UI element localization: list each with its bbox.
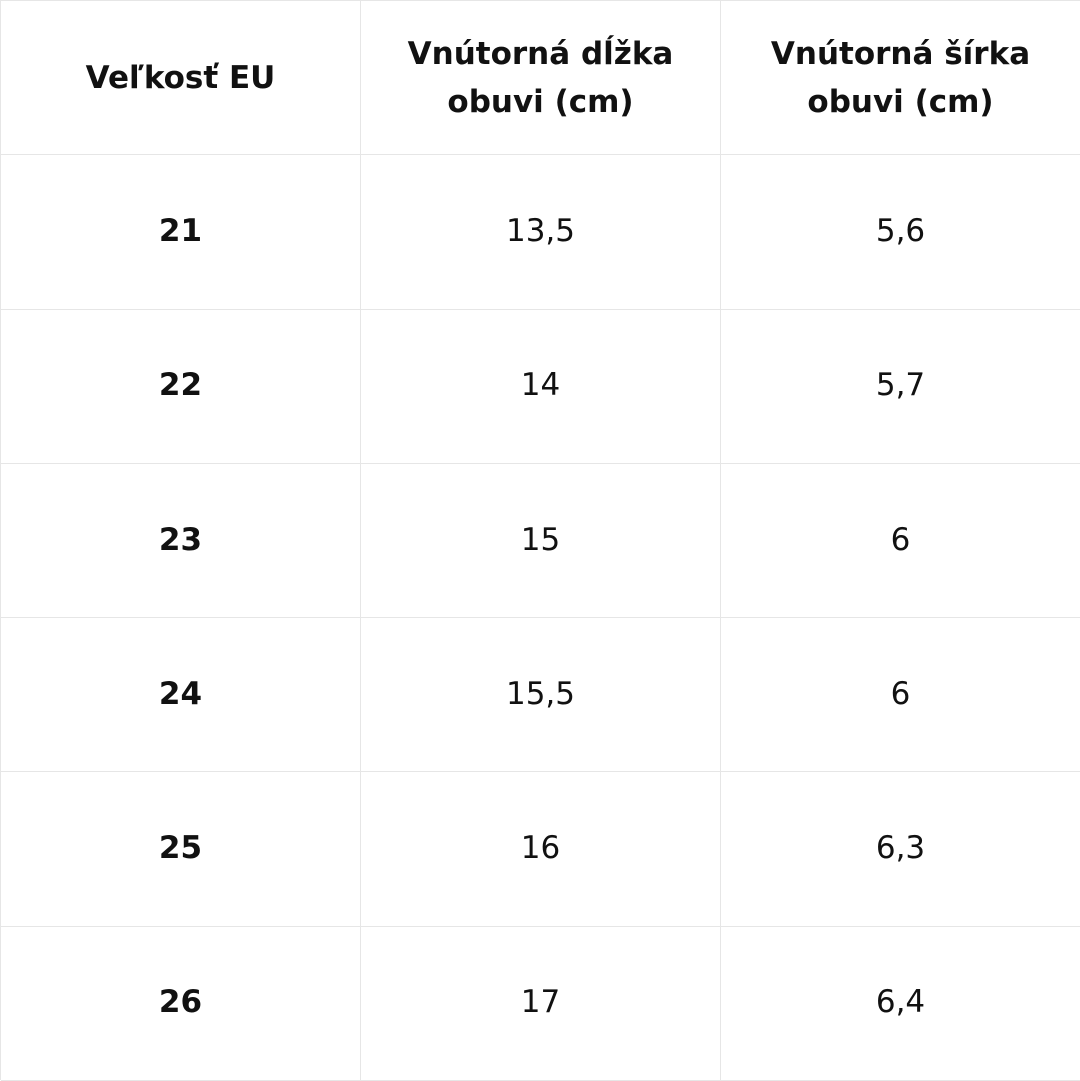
row-1-size: 21 xyxy=(1,155,361,310)
row-6-size: 26 xyxy=(1,926,361,1081)
row-1-width: 5,6 xyxy=(721,155,1080,310)
header-size-eu-label: Veľkosť EU xyxy=(85,59,276,96)
header-size-eu: Veľkosť EU xyxy=(1,1,361,156)
row-5-size: 25 xyxy=(1,772,361,927)
row-6-length: 17 xyxy=(361,926,721,1081)
header-inner-length-line2: obuvi (cm) xyxy=(447,83,634,120)
row-1-length: 13,5 xyxy=(361,155,721,310)
row-4-size: 24 xyxy=(1,618,361,773)
header-inner-width: Vnútorná šírka obuvi (cm) xyxy=(721,1,1080,156)
row-6-width: 6,4 xyxy=(721,927,1080,1081)
row-2-width: 5,7 xyxy=(721,310,1080,464)
header-inner-length: Vnútorná dĺžka obuvi (cm) xyxy=(361,1,721,156)
row-5-length: 16 xyxy=(361,772,721,927)
header-inner-width-line2: obuvi (cm) xyxy=(807,83,994,120)
row-4-length: 15,5 xyxy=(361,618,721,773)
row-3-width: 6 xyxy=(721,464,1080,619)
row-2-size: 22 xyxy=(1,309,361,464)
row-5-width: 6,3 xyxy=(721,772,1080,927)
row-3-size: 23 xyxy=(1,463,361,619)
header-inner-width-line1: Vnútorná šírka xyxy=(770,35,1031,72)
row-4-width: 6 xyxy=(721,618,1080,773)
row-3-length: 15 xyxy=(361,463,721,619)
header-inner-length-line1: Vnútorná dĺžka xyxy=(407,35,674,72)
row-2-length: 14 xyxy=(361,309,721,464)
